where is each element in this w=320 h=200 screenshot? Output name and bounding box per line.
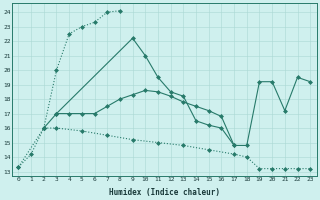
X-axis label: Humidex (Indice chaleur): Humidex (Indice chaleur) <box>109 188 220 197</box>
